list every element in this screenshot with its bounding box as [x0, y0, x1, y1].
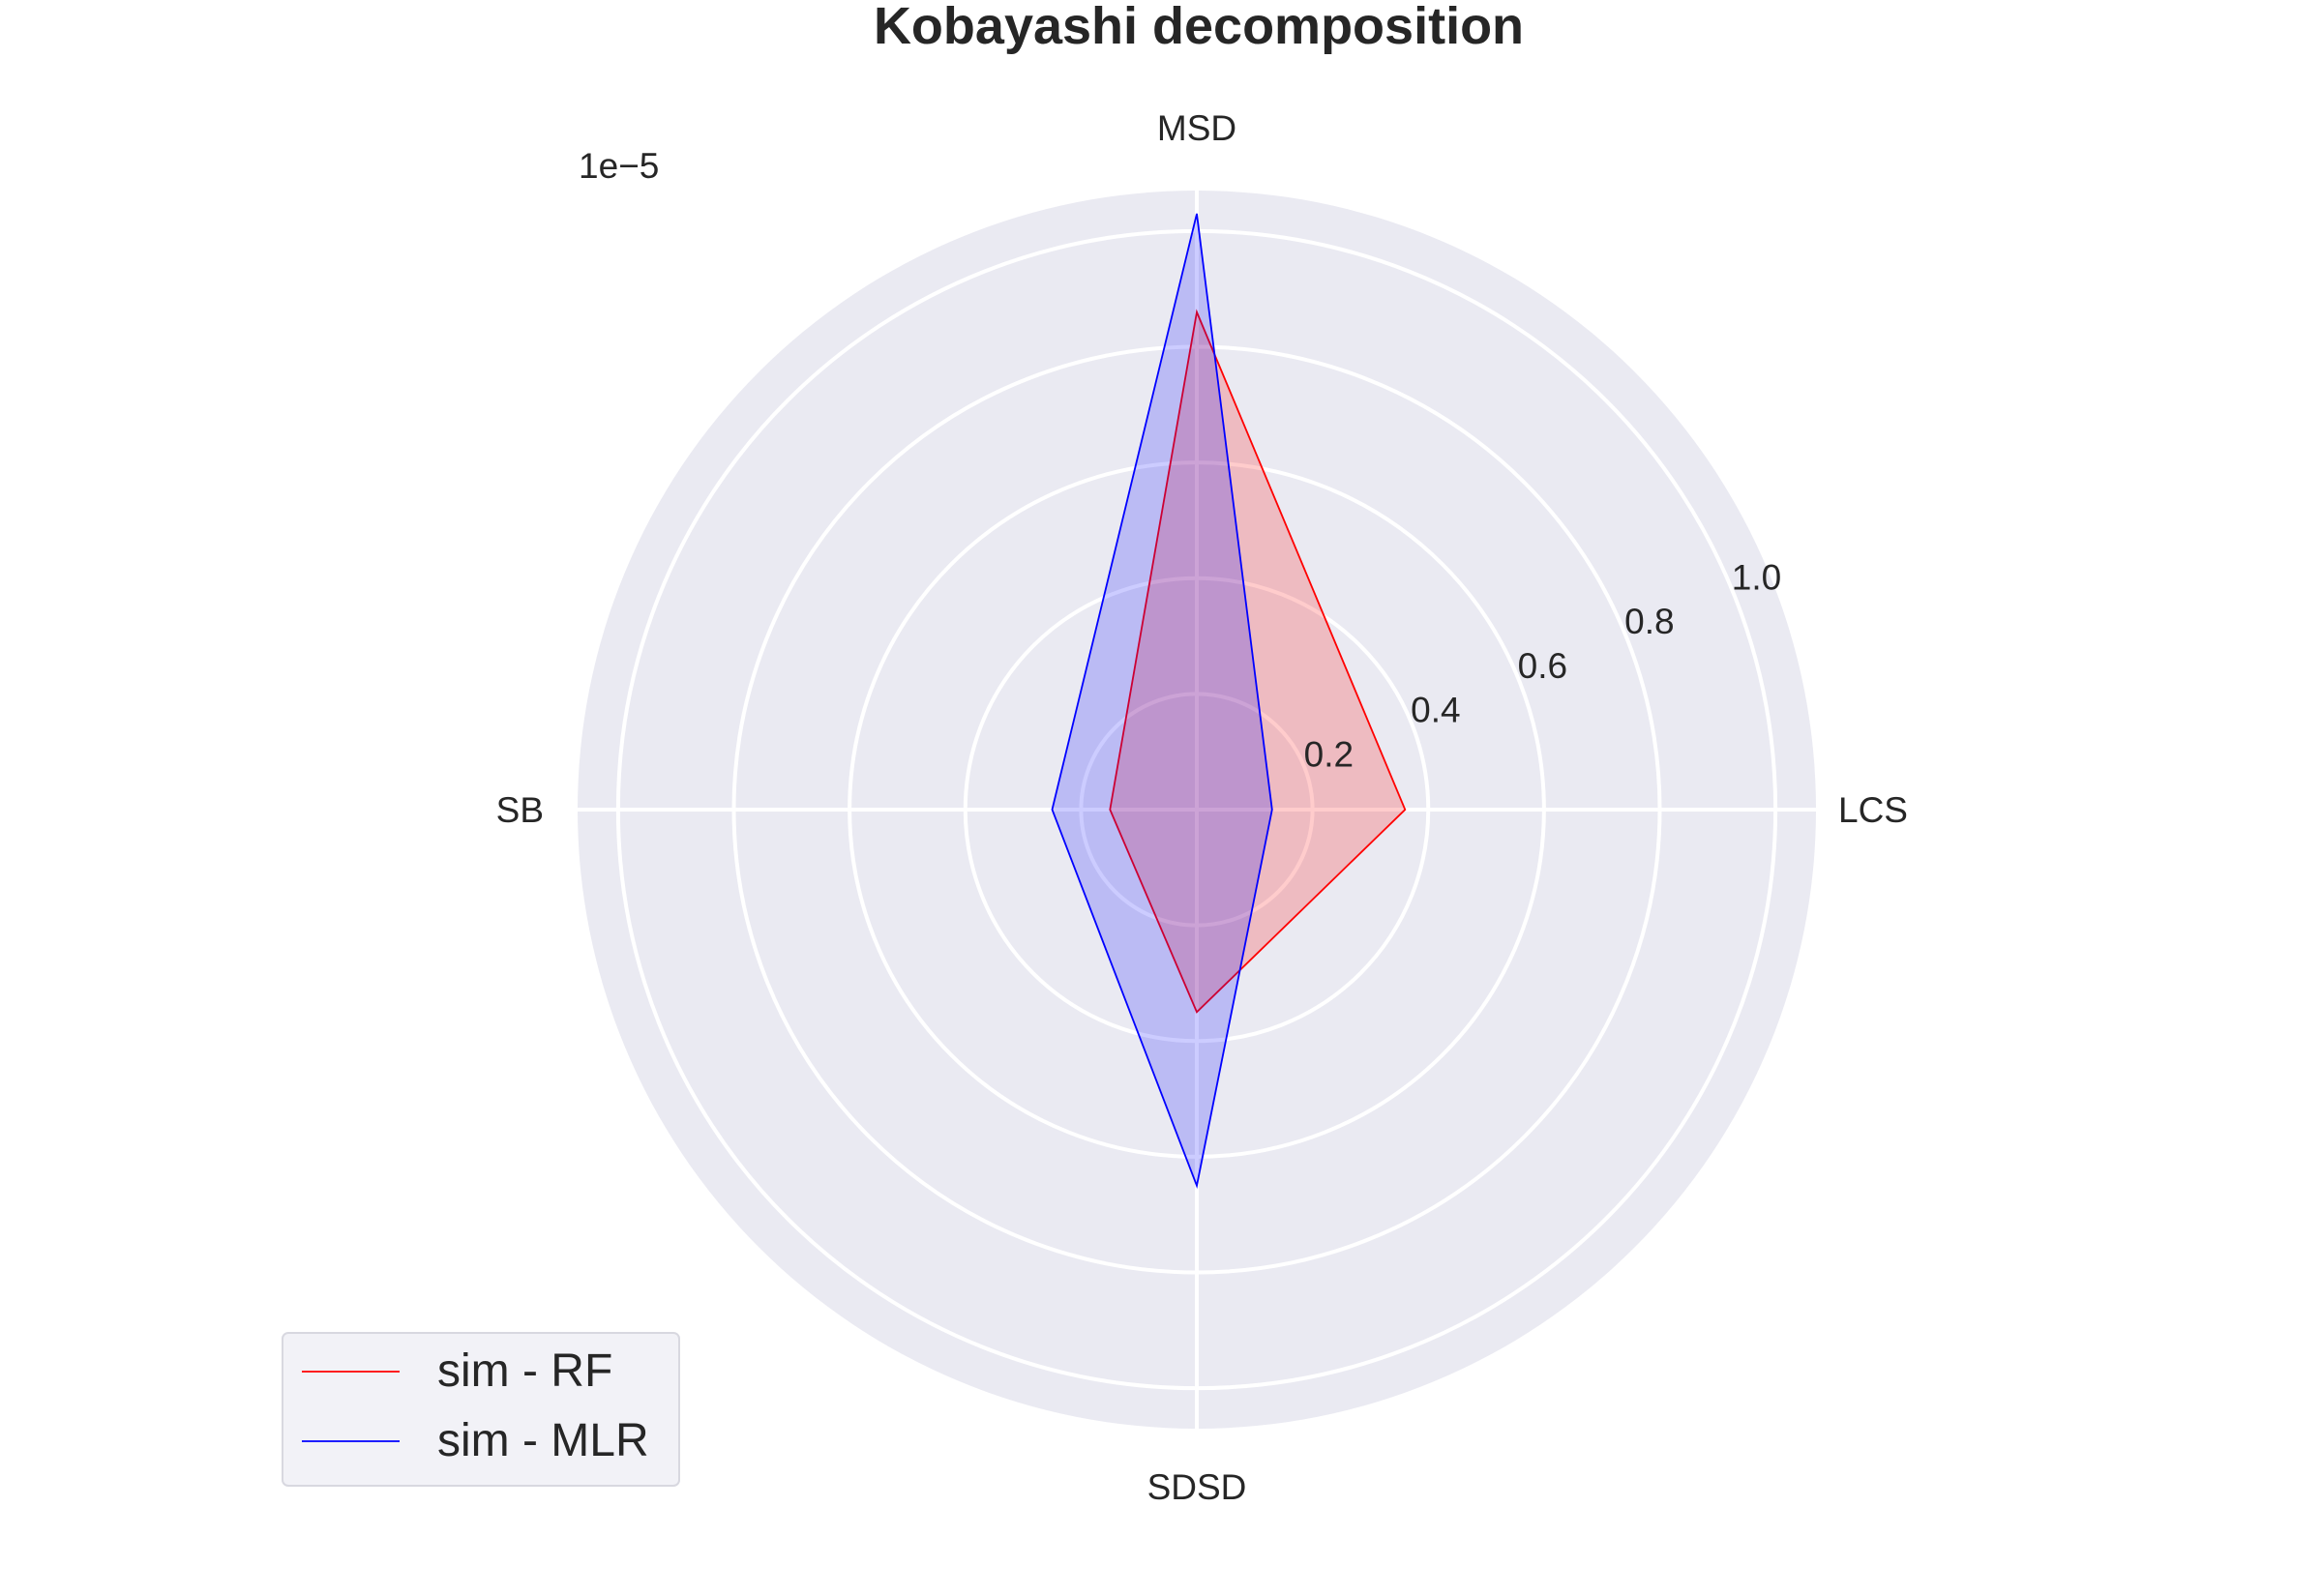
legend: sim - RF sim - MLR: [282, 1332, 680, 1487]
axis-label-sb: SB: [496, 790, 544, 830]
chart-title: Kobayashi decomposition: [874, 0, 1524, 55]
axis-label-lcs: LCS: [1838, 790, 1908, 830]
radial-tick-label: 0.6: [1518, 646, 1567, 686]
radial-tick-label: 0.2: [1304, 735, 1354, 775]
radial-tick-label: 0.4: [1411, 691, 1460, 730]
legend-entry-label: sim - MLR: [437, 1415, 649, 1466]
series-rf-polygon: [1109, 309, 1407, 1014]
series-mlr-polygon: [1051, 213, 1273, 1190]
radial-scale-multiplier: 1e−5: [579, 146, 659, 186]
legend-entry-label: sim - RF: [437, 1345, 612, 1397]
radial-tick-label: 1.0: [1732, 557, 1781, 597]
radial-tick-label: 0.8: [1624, 602, 1674, 641]
axis-label-sdsd: SDSD: [1147, 1467, 1247, 1507]
axis-label-msd: MSD: [1157, 108, 1236, 148]
